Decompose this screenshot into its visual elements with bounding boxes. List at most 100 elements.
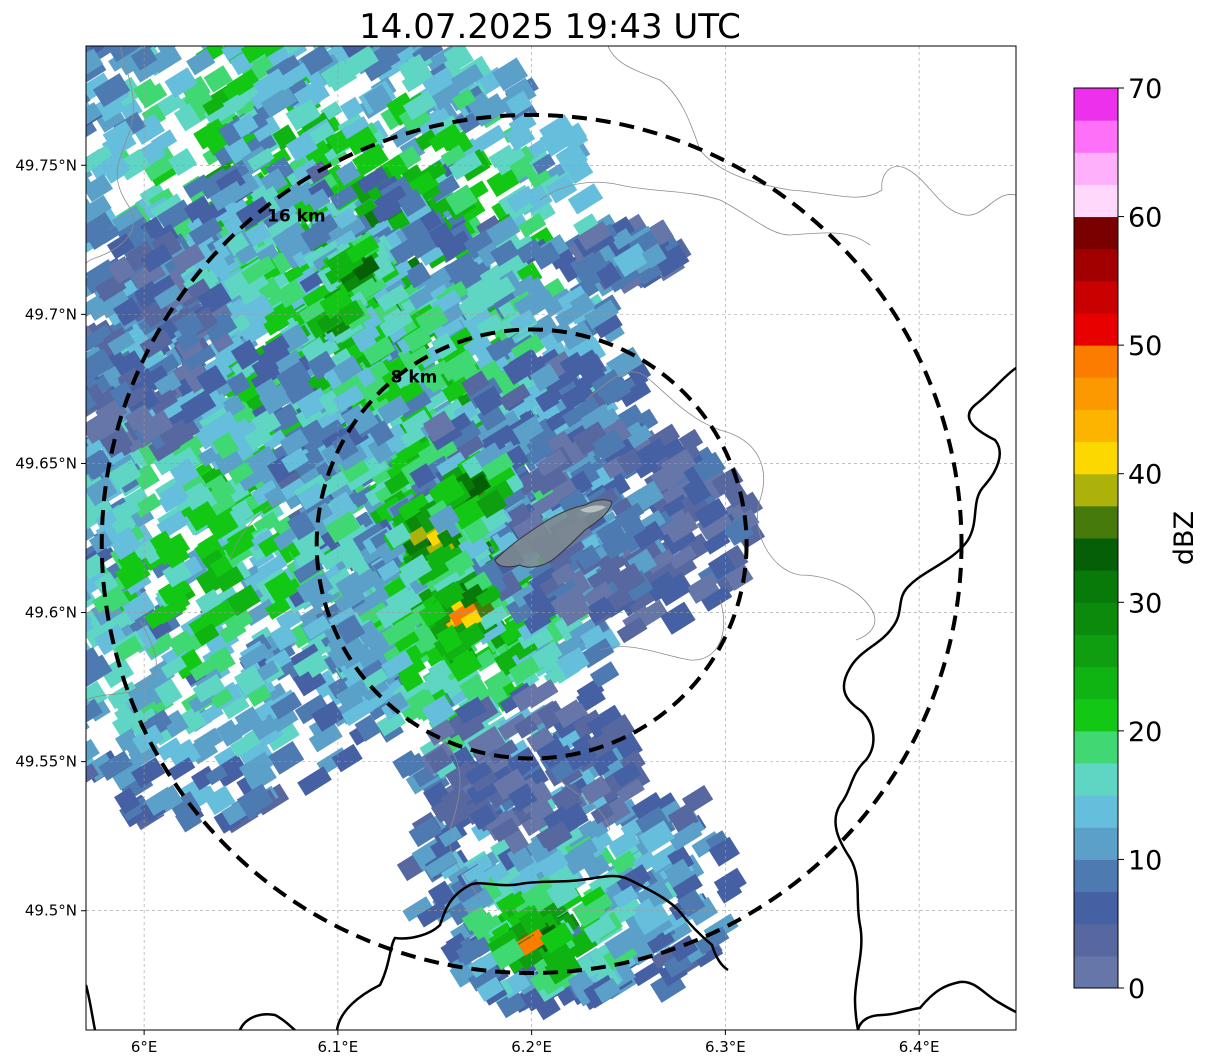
reflectivity-pixel: [539, 114, 573, 144]
reflectivity-pixel: [183, 196, 213, 223]
reflectivity-pixel: [86, 512, 90, 542]
reflectivity-pixel: [0, 515, 8, 540]
reflectivity-pixel: [327, 641, 357, 669]
reflectivity-pixel: [458, 289, 495, 321]
reflectivity-pixel: [225, 232, 251, 257]
reflectivity-pixel: [402, 896, 433, 922]
reflectivity-pixel: [213, 754, 249, 788]
reflectivity-pixel: [428, 222, 455, 248]
colorbar-segment: [1074, 666, 1118, 700]
reflectivity-pixel: [430, 82, 462, 111]
reflectivity-pixel: [0, 540, 15, 569]
reflectivity-pixel: [586, 581, 616, 609]
reflectivity-pixel: [36, 475, 63, 498]
reflectivity-pixel: [163, 0, 196, 26]
reflectivity-pixel: [273, 403, 302, 431]
reflectivity-pixel: [485, 333, 521, 367]
reflectivity-pixel: [382, 307, 407, 331]
reflectivity-pixel: [285, 0, 311, 8]
reflectivity-pixel: [142, 12, 173, 41]
reflectivity-pixel: [438, 230, 474, 262]
reflectivity-pixel: [671, 873, 703, 901]
reflectivity-pixel: [156, 199, 194, 232]
reflectivity-pixel: [417, 241, 444, 267]
reflectivity-pixel: [410, 469, 447, 500]
reflectivity-pixel: [167, 757, 196, 781]
reflectivity-pixel: [109, 756, 146, 791]
reflectivity-pixel: [352, 143, 389, 177]
reflectivity-pixel: [260, 86, 298, 118]
reflectivity-pixel: [172, 648, 205, 680]
reflectivity-pixel: [579, 637, 615, 669]
reflectivity-pixel: [186, 501, 219, 532]
reflectivity-pixel: [319, 545, 349, 571]
reflectivity-pixel: [397, 53, 431, 85]
reflectivity-pixel: [149, 530, 174, 553]
reflectivity-pixel: [167, 738, 202, 772]
reflectivity-pixel: [557, 285, 588, 312]
reflectivity-pixel: [280, 477, 307, 501]
reflectivity-pixel: [290, 13, 319, 38]
colorbar-tick-label: 70: [1128, 74, 1162, 105]
reflectivity-pixel: [148, 46, 184, 47]
reflectivity-pixel: [168, 791, 202, 823]
reflectivity-pixel: [362, 335, 396, 366]
reflectivity-pixel: [529, 363, 560, 392]
colorbar-tick-label: 0: [1128, 974, 1145, 1005]
colorbar-segment: [1074, 602, 1118, 635]
reflectivity-pixel: [341, 698, 375, 727]
reflectivity-pixel: [290, 99, 321, 128]
reflectivity-pixel: [210, 688, 234, 709]
reflectivity-pixel: [86, 345, 90, 376]
reflectivity-pixel: [444, 252, 480, 285]
colorbar-segment: [1074, 216, 1118, 250]
reflectivity-pixel: [100, 656, 135, 689]
figure-title: 14.07.2025 19:43 UTC: [359, 7, 741, 47]
reflectivity-pixel: [700, 511, 734, 540]
reflectivity-pixel: [269, 0, 298, 9]
reflectivity-pixel: [397, 188, 427, 218]
reflectivity-pixel: [150, 129, 178, 153]
reflectivity-pixel: [254, 378, 283, 406]
reflectivity-pixel: [284, 0, 312, 26]
reflectivity-pixel: [300, 221, 332, 252]
reflectivity-pixel: [52, 679, 77, 703]
reflectivity-pixel: [427, 659, 453, 683]
reflectivity-pixel: [589, 661, 620, 688]
reflectivity-pixel: [6, 678, 36, 704]
reflectivity-pixel: [215, 719, 243, 747]
reflectivity-pixel: [645, 548, 676, 575]
reflectivity-pixel: [86, 174, 114, 202]
reflectivity-pixel: [86, 469, 87, 497]
reflectivity-pixel: [275, 278, 306, 309]
reflectivity-pixel: [120, 796, 150, 822]
reflectivity-pixel: [393, 653, 427, 683]
reflectivity-pixel: [214, 565, 245, 593]
reflectivity-pixel: [682, 476, 712, 507]
reflectivity-pixel: [472, 385, 505, 417]
reflectivity-pixel: [86, 738, 100, 767]
reflectivity-pixel: [296, 387, 331, 420]
reflectivity-pixel: [447, 650, 483, 682]
reflectivity-pixel: [339, 96, 364, 121]
reflectivity-pixel: [448, 151, 483, 181]
reflectivity-pixel: [381, 616, 417, 647]
reflectivity-pixel: [235, 243, 258, 265]
reflectivity-pixel: [0, 621, 8, 649]
reflectivity-pixel: [345, 46, 379, 76]
reflectivity-pixel: [575, 544, 602, 571]
reflectivity-pixel: [137, 82, 168, 109]
reflectivity-pixel: [486, 215, 521, 247]
reflectivity-pixel: [206, 511, 239, 541]
reflectivity-pixel: [232, 113, 259, 139]
reflectivity-pixel: [240, 293, 275, 326]
reflectivity-pixel: [60, 471, 84, 495]
reflectivity-pixel: [41, 642, 71, 668]
reflectivity-pixel: [197, 168, 234, 200]
reflectivity-pixel: [513, 289, 545, 318]
map-area: 8 km 16 km: [0, 0, 1016, 1030]
colorbar-tick-label: 30: [1128, 588, 1162, 619]
reflectivity-pixel: [560, 599, 592, 627]
reflectivity-pixel: [337, 444, 368, 472]
reflectivity-pixel: [264, 571, 296, 602]
